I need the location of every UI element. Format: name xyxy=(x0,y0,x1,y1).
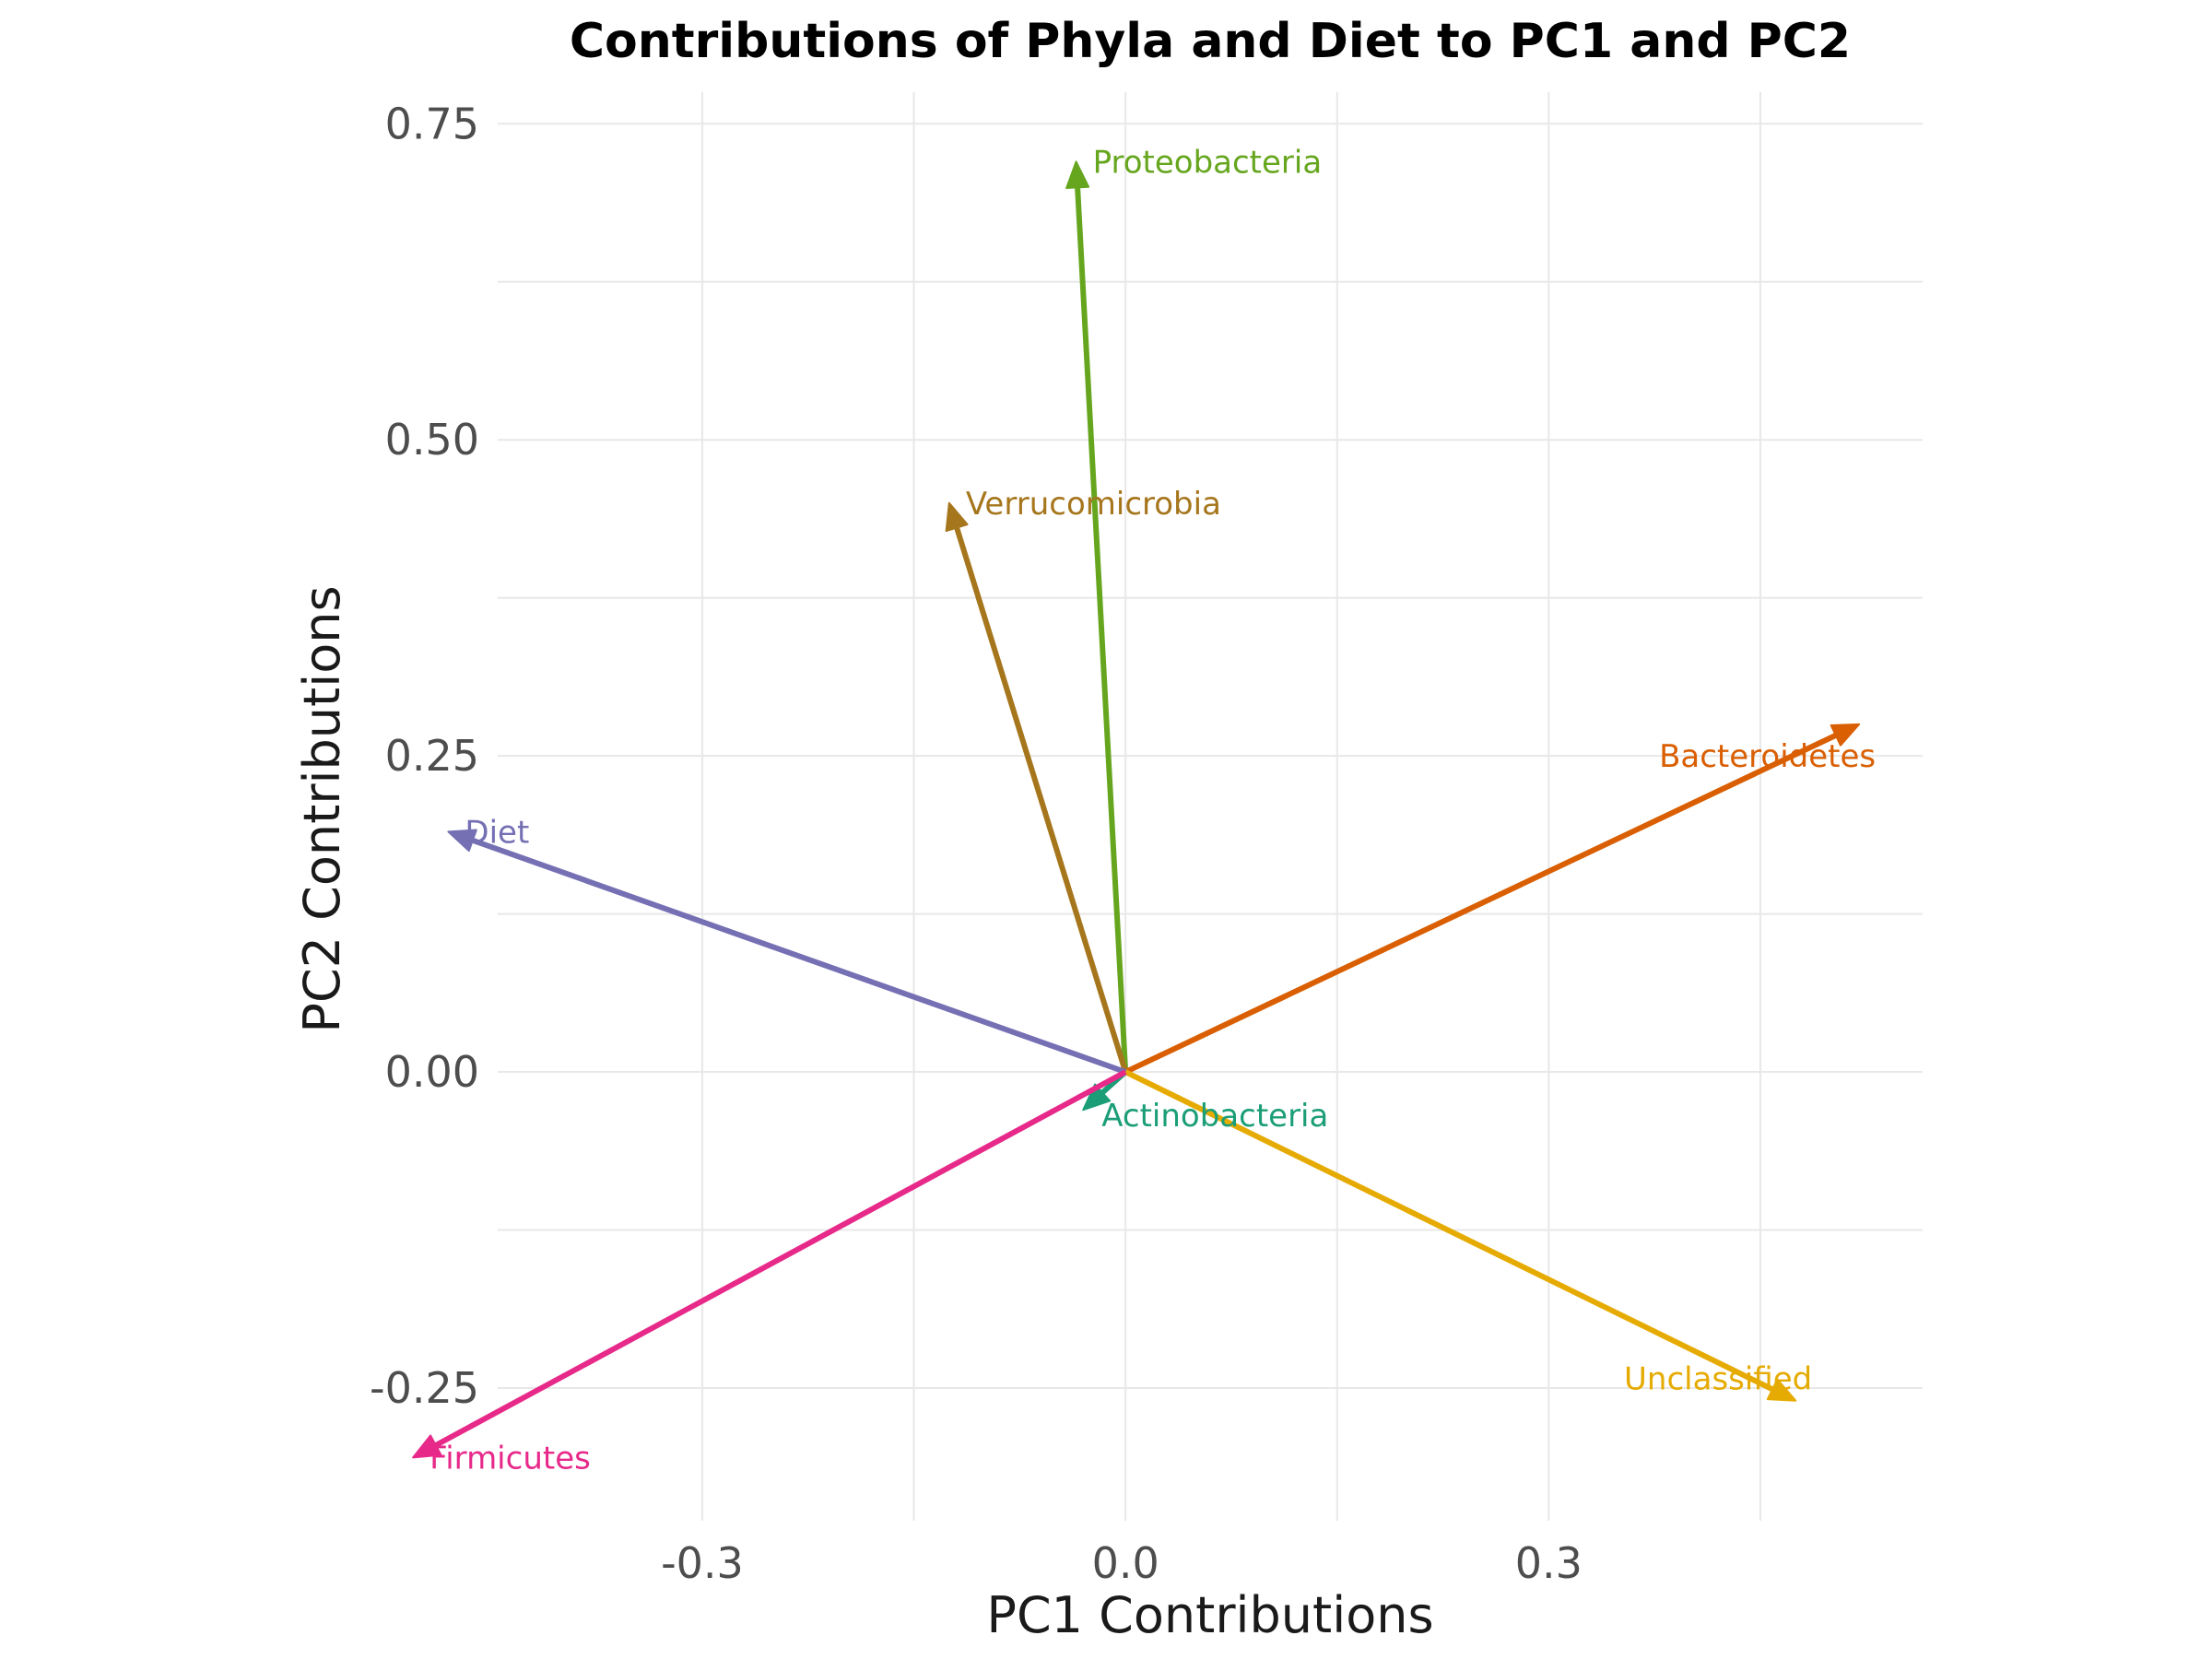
vector-label-bacteroidetes: Bacteroidetes xyxy=(1659,738,1876,775)
y-axis-title: PC2 Contributions xyxy=(293,585,351,1032)
vector-layer xyxy=(412,160,1861,1459)
vector-diet xyxy=(447,829,1127,1075)
tick-layer: -0.3 0.0 0.3 -0.25 0.00 0.25 0.50 0.75 xyxy=(370,99,1583,1588)
y-tick-label: 0.00 xyxy=(385,1047,479,1097)
vector-label-layer: Proteobacteria Verrucomicrobia Bacteroidet… xyxy=(429,144,1876,1477)
vector-firmicutes xyxy=(412,1069,1127,1459)
vector-shaft xyxy=(468,836,1127,1075)
vector-arrowhead xyxy=(1065,160,1090,190)
vector-bacteroidetes xyxy=(1124,723,1861,1075)
y-tick-label: 0.50 xyxy=(385,415,479,465)
vector-label-proteobacteria: Proteobacteria xyxy=(1093,144,1323,181)
vector-verrucomicrobia xyxy=(945,501,1129,1073)
x-tick-label: 0.3 xyxy=(1515,1538,1583,1588)
y-tick-label: 0.75 xyxy=(385,99,479,148)
vector-shaft xyxy=(430,1069,1127,1450)
vector-arrowhead xyxy=(447,829,477,853)
x-axis-title: PC1 Contributions xyxy=(986,1586,1433,1644)
vector-label-unclassified: Unclassified xyxy=(1624,1361,1812,1398)
vector-shaft xyxy=(953,523,1129,1073)
x-tick-label: 0.0 xyxy=(1092,1538,1159,1588)
vector-label-verrucomicrobia: Verrucomicrobia xyxy=(966,486,1221,523)
vector-shaft xyxy=(1124,1069,1778,1394)
y-tick-label: 0.25 xyxy=(385,731,479,781)
vector-arrowhead xyxy=(945,501,969,533)
vector-arrowhead xyxy=(1082,1083,1112,1112)
vector-arrowhead xyxy=(412,1434,442,1459)
x-tick-label: -0.3 xyxy=(661,1538,744,1588)
vector-unclassified xyxy=(1124,1069,1797,1402)
vector-label-actinobacteria: Actinobacteria xyxy=(1101,1098,1328,1135)
vector-label-diet: Diet xyxy=(465,814,529,851)
chart-title: Contributions of Phyla and Diet to PC1 a… xyxy=(570,14,1851,69)
vector-label-firmicutes: Firmicutes xyxy=(429,1440,591,1477)
vector-shaft xyxy=(1124,731,1841,1075)
vector-arrowhead xyxy=(1830,723,1861,747)
grid-layer xyxy=(498,92,1923,1521)
vector-proteobacteria xyxy=(1065,160,1129,1073)
vector-shaft xyxy=(1074,183,1129,1073)
y-tick-label: -0.25 xyxy=(370,1363,479,1413)
vector-arrowhead xyxy=(1766,1378,1797,1402)
